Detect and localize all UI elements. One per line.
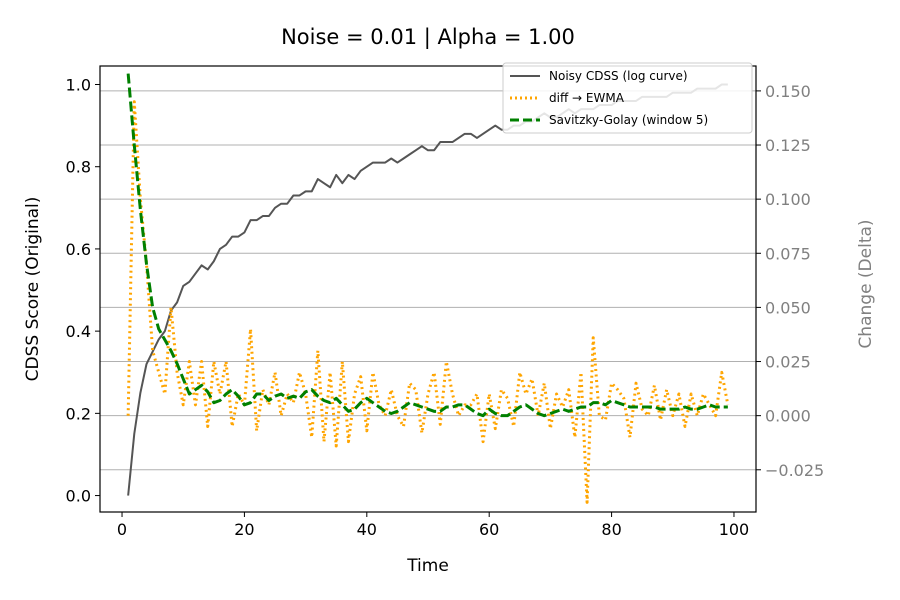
y-tick-label-0: 0.0 [66,487,91,506]
x-tick-label-0: 0 [117,520,127,539]
y-right-tick-label-1: 0.000 [765,407,811,426]
y-tick-label-2: 0.4 [66,322,91,341]
x-tick-label-5: 100 [719,520,750,539]
x-axis-label: Time [406,556,449,576]
y-axis-right-label: Change (Delta) [856,219,876,348]
y-axis-left: 0.0 0.2 0.4 0.6 0.8 1.0 [66,75,100,506]
y-right-tick-label-0: −0.025 [765,461,824,480]
y-right-tick-label-3: 0.050 [765,298,811,317]
series-savgol-line [126,73,728,418]
y-tick-label-1: 0.2 [66,404,91,423]
y-right-tick-label-2: 0.025 [765,353,811,372]
plot-frame [99,65,757,513]
y-tick-label-3: 0.6 [66,240,91,259]
y-tick-label-4: 0.8 [66,158,91,177]
y-right-tick-label-7: 0.150 [765,82,811,101]
x-axis: 0 20 40 60 80 100 [117,512,749,539]
y-axis-label: CDSS Score (Original) [23,197,43,382]
legend-label-noisy: Noisy CDSS (log curve) [549,69,688,83]
chart-title: Noise = 0.01 | Alpha = 1.00 [281,25,575,50]
legend-box [502,62,753,134]
x-tick-label-1: 20 [234,520,254,539]
x-tick-label-2: 40 [357,520,377,539]
y-axis-right: −0.025 0.000 0.025 0.050 0.075 0.100 0.125 0.15… [756,82,824,480]
y-right-tick-label-4: 0.075 [765,244,811,263]
legend-label-savgol: Savitzky-Golay (window 5) [549,113,708,127]
y-right-tick-label-6: 0.125 [765,136,811,155]
y-right-tick-label-5: 0.100 [765,190,811,209]
x-tick-label-3: 60 [479,520,499,539]
x-tick-label-4: 80 [601,520,621,539]
legend: Noisy CDSS (log curve) diff → EWMA Savit… [502,62,753,134]
y-tick-label-5: 1.0 [66,75,91,94]
legend-label-ewma: diff → EWMA [549,91,625,105]
